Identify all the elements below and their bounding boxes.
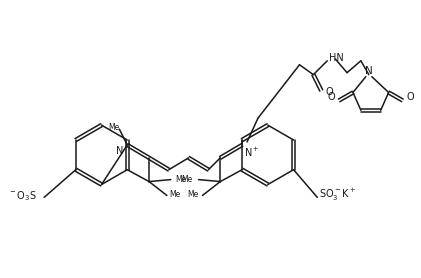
Text: Me: Me — [181, 175, 192, 184]
Text: O: O — [328, 92, 335, 102]
Text: N: N — [365, 66, 373, 76]
Text: Me: Me — [169, 190, 180, 199]
Text: O: O — [325, 88, 333, 98]
Text: N$^+$: N$^+$ — [244, 146, 260, 159]
Text: HN: HN — [329, 53, 344, 63]
Text: O: O — [406, 92, 414, 102]
Text: $^-$O$_3$S: $^-$O$_3$S — [8, 190, 37, 203]
Text: Me: Me — [175, 175, 186, 184]
Text: Me: Me — [187, 190, 199, 199]
Text: Me: Me — [108, 123, 119, 132]
Text: N: N — [116, 146, 123, 156]
Text: SO$_3^-$K$^+$: SO$_3^-$K$^+$ — [319, 187, 357, 203]
